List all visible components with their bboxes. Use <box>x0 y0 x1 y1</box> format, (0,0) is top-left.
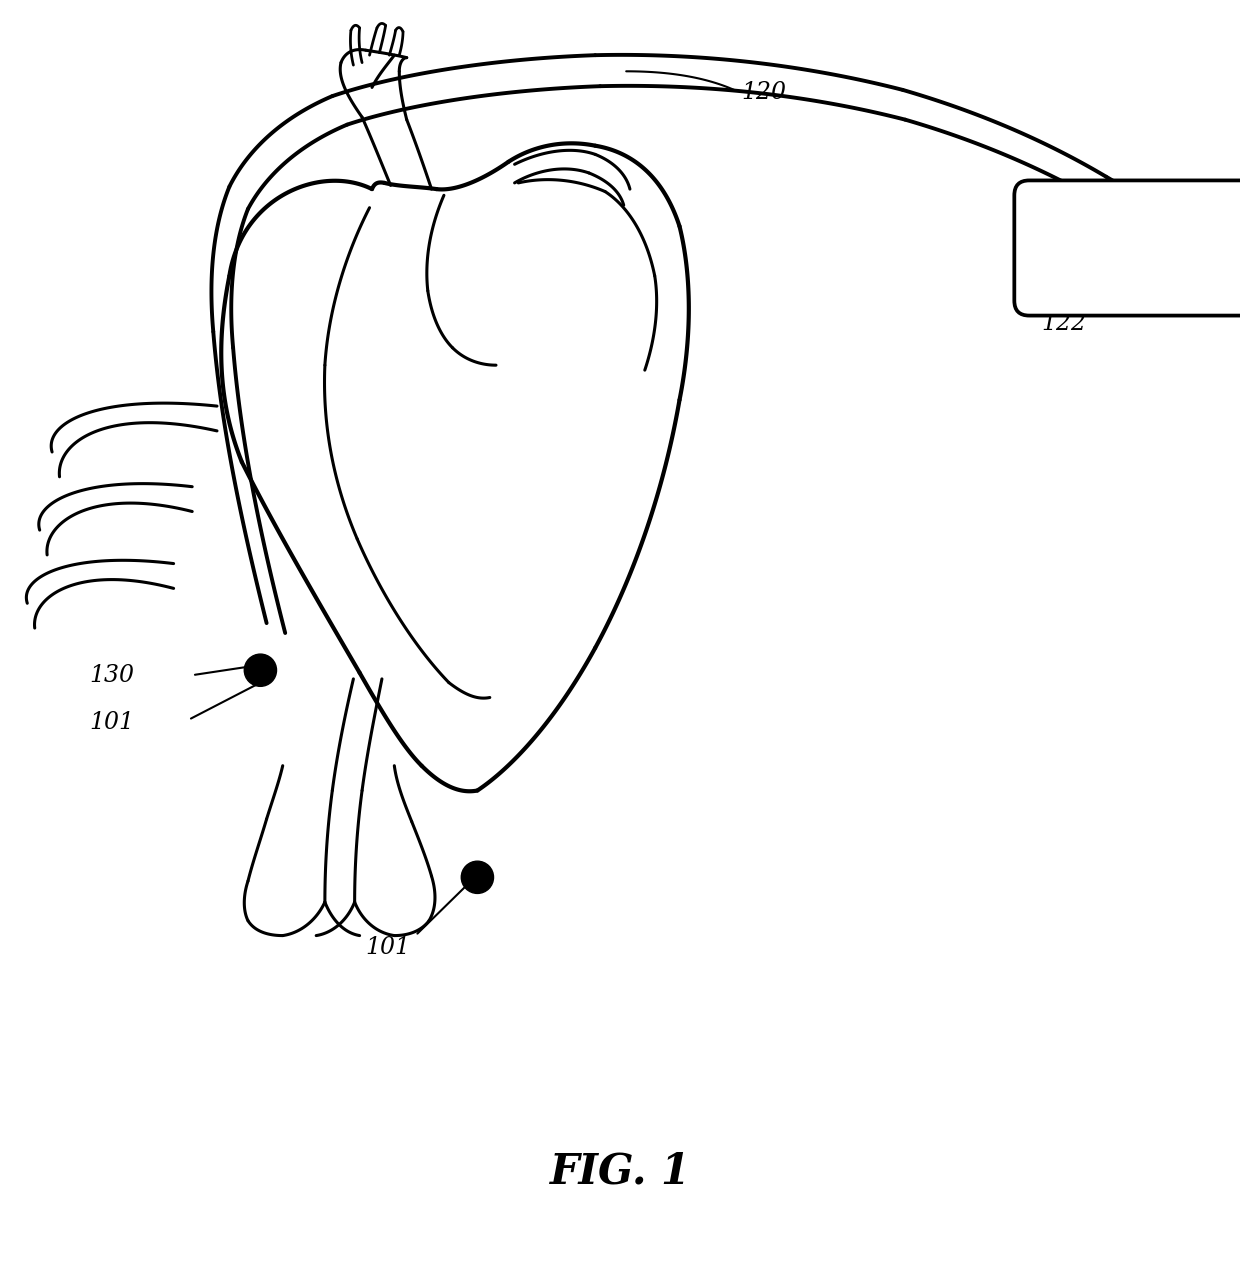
Circle shape <box>244 655 277 686</box>
FancyBboxPatch shape <box>1014 180 1240 315</box>
Text: 120: 120 <box>742 81 786 104</box>
Text: 101: 101 <box>89 710 134 733</box>
Text: 130: 130 <box>89 663 134 686</box>
Text: 122: 122 <box>1042 311 1086 334</box>
Text: 101: 101 <box>366 937 410 960</box>
Text: FIG. 1: FIG. 1 <box>549 1150 691 1192</box>
Circle shape <box>461 862 494 894</box>
